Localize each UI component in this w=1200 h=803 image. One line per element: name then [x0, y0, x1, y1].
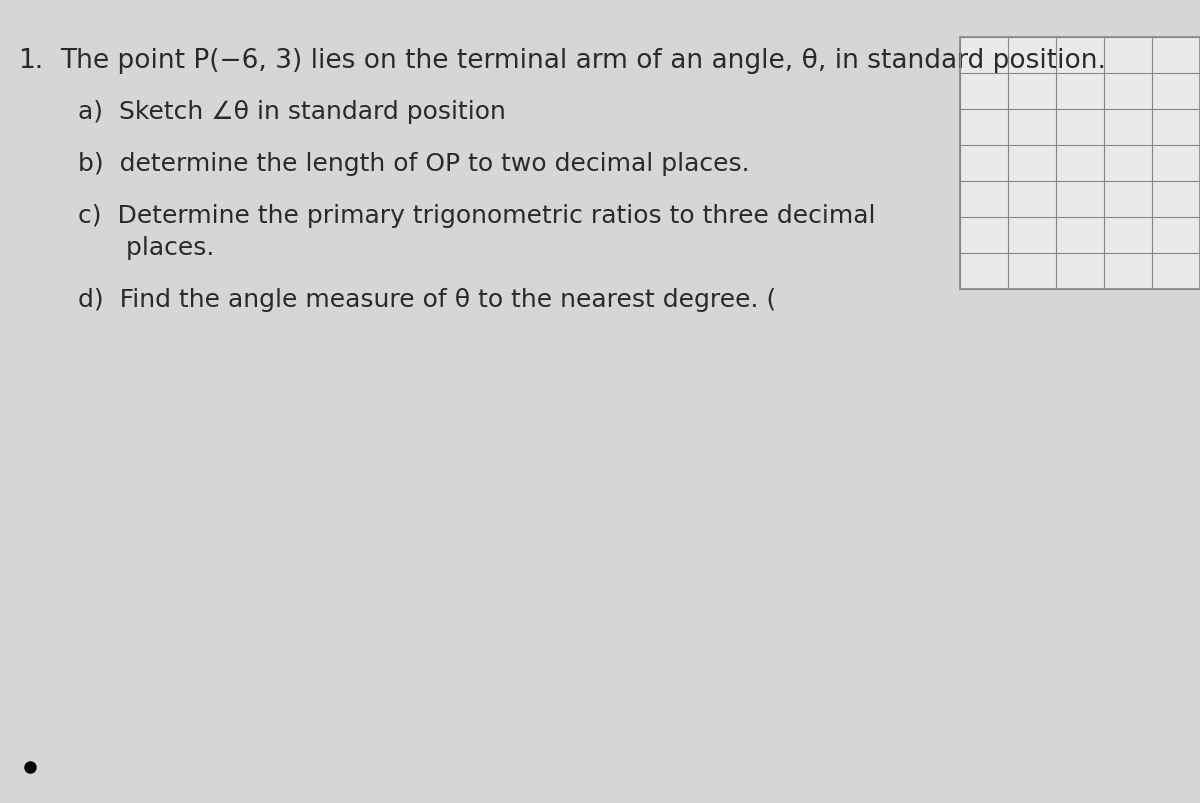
Text: b)  determine the length of OP to two decimal places.: b) determine the length of OP to two dec… [78, 152, 750, 176]
Text: d)  Find the angle measure of θ to the nearest degree. (: d) Find the angle measure of θ to the ne… [78, 287, 776, 312]
Text: 1.: 1. [18, 48, 43, 74]
Text: places.: places. [78, 236, 215, 259]
Text: The point P(−6, 3) lies on the terminal arm of an angle, θ, in standard position: The point P(−6, 3) lies on the terminal … [60, 48, 1106, 74]
Text: c)  Determine the primary trigonometric ratios to three decimal: c) Determine the primary trigonometric r… [78, 204, 876, 228]
Bar [960, 38, 1200, 290]
Text: a)  Sketch ∠θ in standard position: a) Sketch ∠θ in standard position [78, 100, 506, 124]
